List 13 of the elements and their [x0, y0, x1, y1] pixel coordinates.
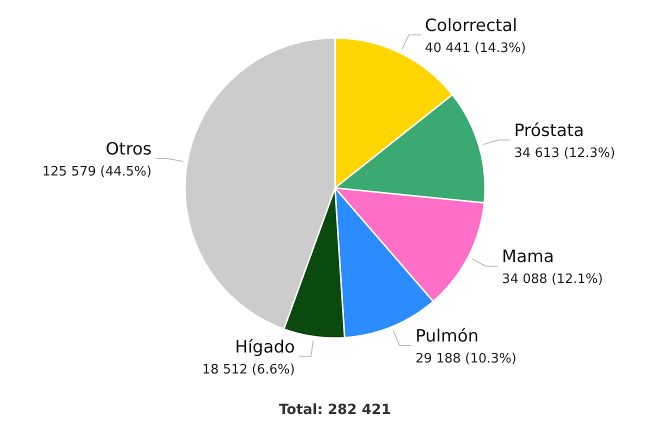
data-label: 29 188 (10.3%): [415, 351, 516, 366]
slice-label: Mama: [502, 247, 554, 268]
slice-label: Próstata: [514, 121, 584, 142]
data-label: 34 088 (12.1%): [502, 272, 603, 288]
text: Total: 282 421: [278, 402, 392, 418]
slice-label: Otros: [106, 140, 152, 160]
data-label: 125 579 (44.5%): [42, 164, 152, 180]
data-label: 34 613 (12.3%): [514, 146, 616, 162]
data-label: 40 441 (14.3%): [424, 40, 526, 56]
slice-label: Hígado: [235, 337, 295, 358]
slice-label: Pulmón: [415, 326, 479, 346]
data-label: 18 512 (6.6%): [202, 362, 295, 378]
slice-label: Colorrectal: [424, 16, 518, 36]
